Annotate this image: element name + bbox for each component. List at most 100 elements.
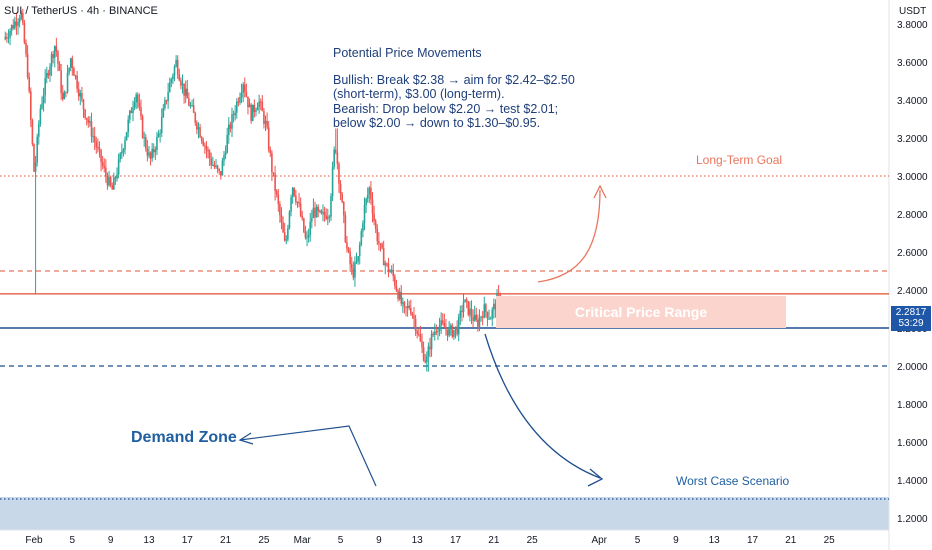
candle-body [320, 210, 323, 214]
candle-body [109, 177, 112, 186]
x-tick-label: 5 [635, 535, 641, 546]
candle-body [180, 80, 182, 86]
x-tick-label: 25 [527, 535, 539, 546]
candle-body [31, 119, 34, 145]
candle-body [65, 91, 67, 93]
candle-body [446, 329, 449, 336]
candle-body [419, 334, 422, 342]
candle-body [441, 320, 444, 324]
candle-body [30, 91, 32, 120]
y-tick-label: 3.2000 [897, 134, 928, 145]
candle-body [181, 83, 184, 86]
candle-body [71, 58, 74, 69]
x-tick-label: Mar [294, 535, 312, 546]
candle-body [202, 140, 205, 146]
y-tick-label: 2.8000 [897, 210, 928, 221]
candle-body [280, 215, 283, 223]
candle-body [445, 327, 447, 330]
candle-body [199, 127, 201, 138]
candle-body [111, 185, 114, 190]
candle-body [23, 22, 26, 43]
candle-body [77, 88, 80, 97]
candle-body [189, 105, 192, 107]
candle-body [481, 316, 484, 318]
candle-body [422, 347, 425, 361]
candle-body [98, 147, 101, 150]
candle-body [485, 304, 487, 312]
candle-body [173, 66, 176, 76]
axis-unit-label[interactable]: USDT [899, 6, 927, 17]
price-levels [0, 175, 889, 500]
candle-body [478, 317, 481, 327]
candle-body [330, 196, 332, 217]
candle-body [449, 325, 452, 328]
candle-body [160, 117, 163, 133]
x-tick-label: 13 [709, 535, 721, 546]
candle-body [314, 207, 316, 218]
candle-body [136, 94, 139, 103]
candle-body [191, 105, 193, 107]
candle-body [342, 201, 345, 216]
candle-body [333, 149, 335, 167]
price-movements-line: below $2.00 → down to $1.30–$0.95. [333, 116, 541, 130]
candle-body [119, 153, 122, 160]
candle-body [470, 308, 473, 317]
candle-body [121, 152, 123, 154]
candle-body [295, 195, 297, 203]
candle-body [6, 36, 8, 38]
candle-body [227, 124, 230, 136]
candle-body [424, 360, 426, 363]
candle-body [234, 112, 236, 116]
candle-body [406, 305, 409, 308]
candle-body [141, 116, 144, 138]
candle-body [472, 316, 474, 321]
y-tick-label: 1.6000 [897, 438, 928, 449]
candle-body [425, 356, 428, 363]
candle-body [400, 291, 403, 304]
candle-body [480, 316, 482, 318]
candle-body [465, 299, 468, 302]
candle-body [39, 108, 42, 125]
candle-body [261, 101, 264, 112]
price-movements-line: Bearish: Drop below $2.20 → test $2.01; [333, 101, 559, 116]
candle-body [122, 149, 125, 153]
candle-body [272, 172, 275, 174]
y-tick-label: 3.4000 [897, 96, 928, 107]
candle-body [421, 341, 423, 348]
candle-body [100, 149, 102, 163]
candle-body [4, 36, 7, 40]
candle-body [248, 104, 251, 108]
candle-body [358, 244, 361, 257]
candle-body [239, 97, 241, 103]
x-axis-ticks: Feb 5 9 13 17 21 25 Mar 5 9 13 17 21 25 Apr 5 9 13 17 21 25 [25, 535, 835, 546]
candle-body [405, 306, 407, 308]
candle-body [92, 136, 94, 138]
candle-body [282, 222, 284, 233]
candle-body [283, 232, 286, 241]
candle-body [175, 59, 177, 67]
candle-body [22, 13, 24, 23]
candle-body [41, 103, 43, 109]
candle-body [493, 303, 495, 310]
candle-body [192, 105, 195, 113]
candle-body [74, 75, 77, 77]
candle-body [84, 109, 86, 118]
candle-body [323, 211, 326, 216]
x-tick-label: 21 [220, 535, 232, 546]
candle-body [210, 158, 213, 166]
candle-body [451, 325, 454, 337]
candle-body [338, 163, 340, 184]
candle-body [53, 46, 56, 58]
candle-body [14, 21, 16, 29]
candle-body [429, 346, 431, 350]
candle-body [47, 72, 50, 76]
candle-body [194, 112, 197, 123]
candle-body [306, 237, 308, 239]
x-tick-label: 25 [824, 535, 836, 546]
candle-body [106, 175, 109, 186]
candle-body [103, 165, 106, 168]
candle-body [220, 171, 222, 176]
candle-body [183, 83, 185, 96]
candle-body [148, 152, 150, 156]
x-tick-label: Apr [591, 535, 607, 546]
